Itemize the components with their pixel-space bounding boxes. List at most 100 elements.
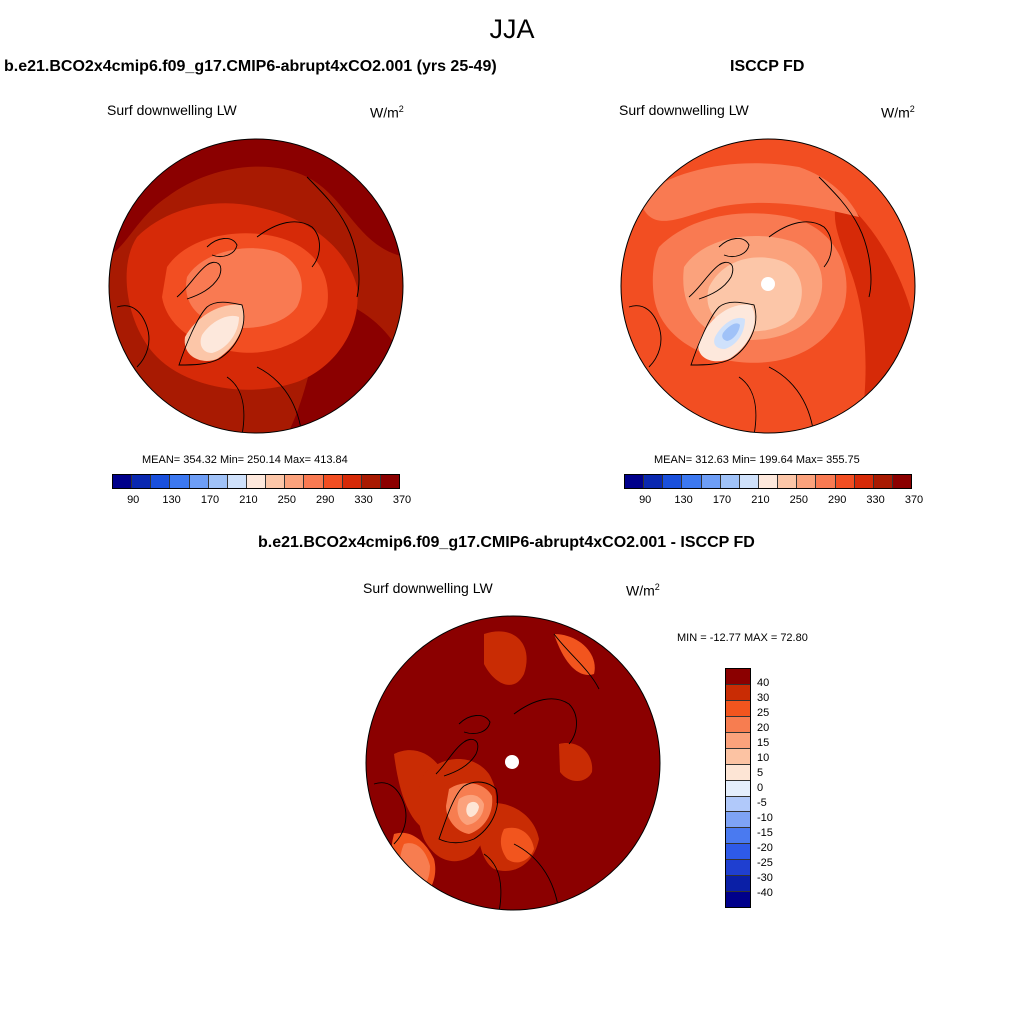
colorbar-swatch bbox=[835, 475, 855, 488]
obs-panel-title: ISCCP FD bbox=[730, 58, 805, 75]
colorbar-swatch bbox=[726, 796, 750, 813]
colorbar-swatch bbox=[663, 475, 683, 488]
colorbar-tick-label: 370 bbox=[392, 494, 412, 506]
colorbar-tick-label: 25 bbox=[757, 707, 770, 719]
colorbar-swatch bbox=[726, 876, 750, 893]
colorbar-tick-label: 210 bbox=[239, 494, 258, 506]
colorbar-swatch bbox=[726, 892, 750, 908]
map-missing-data-hole bbox=[505, 755, 519, 769]
colorbar-swatch bbox=[778, 475, 798, 488]
obs-variable-label: Surf downwelling LW bbox=[619, 102, 749, 118]
model-polar-map bbox=[108, 138, 404, 434]
colorbar-swatch bbox=[758, 475, 779, 488]
colorbar-swatch bbox=[189, 475, 209, 488]
colorbar-swatch bbox=[873, 475, 893, 488]
colorbar-tick-label: 130 bbox=[162, 494, 181, 506]
model-colorbar bbox=[112, 474, 400, 489]
colorbar-tick-label: 10 bbox=[757, 752, 770, 764]
colorbar-swatch bbox=[797, 475, 817, 488]
colorbar-swatch bbox=[380, 475, 400, 488]
diff-colorbar bbox=[725, 668, 751, 908]
map-field-fill bbox=[554, 634, 595, 675]
map-field-fill bbox=[200, 315, 239, 353]
obs-polar-map bbox=[620, 138, 916, 434]
colorbar-tick-label: 90 bbox=[127, 494, 140, 506]
page-title: JJA bbox=[489, 14, 535, 44]
colorbar-swatch bbox=[726, 684, 750, 701]
colorbar-swatch bbox=[361, 475, 381, 488]
colorbar-tick-label: 370 bbox=[904, 494, 924, 506]
obs-units-label: W/m2 bbox=[881, 104, 915, 121]
colorbar-swatch bbox=[682, 475, 702, 488]
colorbar-swatch bbox=[285, 475, 305, 488]
colorbar-tick-label: 30 bbox=[757, 692, 770, 704]
colorbar-tick-label: 250 bbox=[277, 494, 296, 506]
colorbar-tick-label: 330 bbox=[354, 494, 373, 506]
colorbar-swatch bbox=[892, 475, 912, 488]
colorbar-swatch bbox=[266, 475, 286, 488]
colorbar-tick-label: -40 bbox=[757, 887, 773, 899]
diff-variable-label: Surf downwelling LW bbox=[363, 580, 493, 596]
colorbar-swatch bbox=[113, 475, 133, 488]
colorbar-swatch bbox=[644, 475, 664, 488]
model-variable-label: Surf downwelling LW bbox=[107, 102, 237, 118]
map-field-fill bbox=[722, 323, 740, 341]
colorbar-swatch bbox=[246, 475, 267, 488]
colorbar-swatch bbox=[132, 475, 152, 488]
colorbar-tick-label: 5 bbox=[757, 767, 764, 779]
map-missing-data-hole bbox=[761, 277, 775, 291]
diff-panel-title: b.e21.BCO2x4cmip6.f09_g17.CMIP6-abrupt4x… bbox=[258, 534, 755, 551]
colorbar-tick-label: 40 bbox=[757, 677, 770, 689]
colorbar-tick-label: 170 bbox=[712, 494, 732, 506]
map-field-fill bbox=[466, 801, 479, 817]
colorbar-swatch bbox=[342, 475, 362, 488]
colorbar-tick-label: -5 bbox=[757, 797, 767, 809]
colorbar-swatch bbox=[739, 475, 759, 488]
colorbar-swatch bbox=[726, 748, 750, 765]
model-panel-title: b.e21.BCO2x4cmip6.f09_g17.CMIP6-abrupt4x… bbox=[4, 58, 497, 75]
model-units-label: W/m2 bbox=[370, 104, 404, 121]
colorbar-swatch bbox=[720, 475, 740, 488]
colorbar-tick-label: 15 bbox=[757, 737, 770, 749]
diff-stats-text: MIN = -12.77 MAX = 72.80 bbox=[677, 632, 808, 644]
colorbar-swatch bbox=[625, 475, 645, 488]
colorbar-tick-label: 170 bbox=[200, 494, 220, 506]
colorbar-tick-label: 20 bbox=[757, 722, 770, 734]
colorbar-tick-label: 90 bbox=[639, 494, 652, 506]
colorbar-tick-label: -15 bbox=[757, 827, 773, 839]
colorbar-swatch bbox=[701, 475, 721, 488]
map-field-fill bbox=[639, 163, 859, 221]
diff-units-label: W/m2 bbox=[626, 582, 660, 599]
colorbar-tick-label: 130 bbox=[674, 494, 693, 506]
colorbar-swatch bbox=[170, 475, 190, 488]
diff-colorbar-labels: 40 30 25 20 15 10 5 0 -5 -10 -15 -20 -25 -30 -40 bbox=[757, 668, 797, 908]
colorbar-swatch bbox=[816, 475, 836, 488]
colorbar-swatch bbox=[304, 475, 324, 488]
colorbar-swatch bbox=[854, 475, 874, 488]
map-field-fill bbox=[559, 743, 593, 781]
colorbar-swatch bbox=[151, 475, 171, 488]
colorbar-swatch bbox=[726, 732, 750, 749]
colorbar-swatch bbox=[726, 828, 750, 845]
colorbar-tick-label: -20 bbox=[757, 842, 773, 854]
map-field-fill bbox=[500, 827, 534, 863]
colorbar-swatch bbox=[726, 764, 750, 781]
colorbar-tick-label: 290 bbox=[316, 494, 335, 506]
obs-colorbar bbox=[624, 474, 912, 489]
colorbar-tick-label: -10 bbox=[757, 812, 773, 824]
map-field-fill bbox=[186, 248, 302, 328]
colorbar-swatch bbox=[323, 475, 343, 488]
colorbar-swatch bbox=[726, 780, 750, 797]
colorbar-tick-label: 250 bbox=[789, 494, 808, 506]
colorbar-tick-label: 330 bbox=[866, 494, 885, 506]
colorbar-tick-label: -25 bbox=[757, 857, 773, 869]
colorbar-swatch bbox=[726, 860, 750, 877]
diff-polar-map bbox=[365, 615, 661, 911]
colorbar-swatch bbox=[726, 812, 750, 829]
colorbar-swatch bbox=[208, 475, 228, 488]
colorbar-swatch bbox=[726, 716, 750, 733]
map-field-fill bbox=[109, 139, 403, 257]
colorbar-tick-label: 210 bbox=[751, 494, 770, 506]
model-stats-text: MEAN= 354.32 Min= 250.14 Max= 413.84 bbox=[142, 454, 348, 466]
colorbar-tick-label: 290 bbox=[828, 494, 847, 506]
